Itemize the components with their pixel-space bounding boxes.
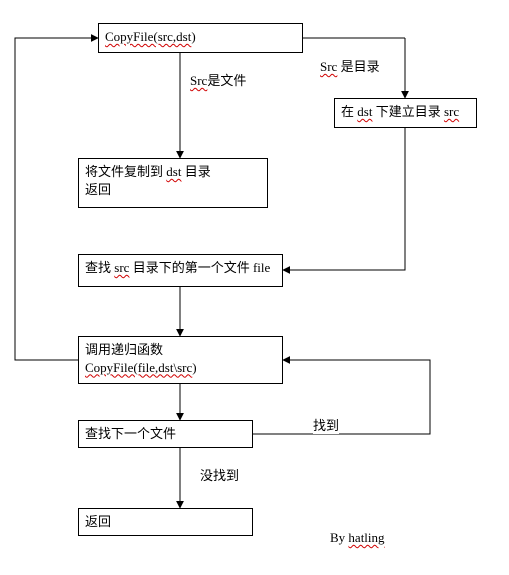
credit-label: By hatling [330,530,385,546]
flow-node-n4: 查找 src 目录下的第一个文件 file [78,254,283,287]
edge-label-e_notfound: 没找到 [200,465,239,484]
flow-node-text: 在 dst 下建立目录 src [341,104,459,119]
edge-label-e_src_dir: Src 是目录 [320,56,380,75]
flow-node-text: 将文件复制到 dst 目录返回 [85,164,211,197]
flow-node-text: CopyFile(src,dst) [105,29,196,44]
flow-node-text: 调用递归函数CopyFile(file,dst\src) [85,342,197,375]
edge-label-e_found: 找到 [313,415,339,434]
flow-node-n7: 返回 [78,508,253,536]
flow-node-n5: 调用递归函数CopyFile(file,dst\src) [78,336,283,384]
flow-edge [283,128,405,270]
flow-node-text: 查找 src 目录下的第一个文件 file [85,260,270,275]
flow-node-text: 返回 [85,514,111,529]
flow-node-text: 查找下一个文件 [85,426,176,441]
flow-node-n2: 在 dst 下建立目录 src [334,98,477,128]
flow-node-n6: 查找下一个文件 [78,420,253,448]
edge-label-e_src_file: Src是文件 [190,70,246,89]
flow-node-n1: CopyFile(src,dst) [98,23,303,53]
flow-node-n3: 将文件复制到 dst 目录返回 [78,158,268,208]
